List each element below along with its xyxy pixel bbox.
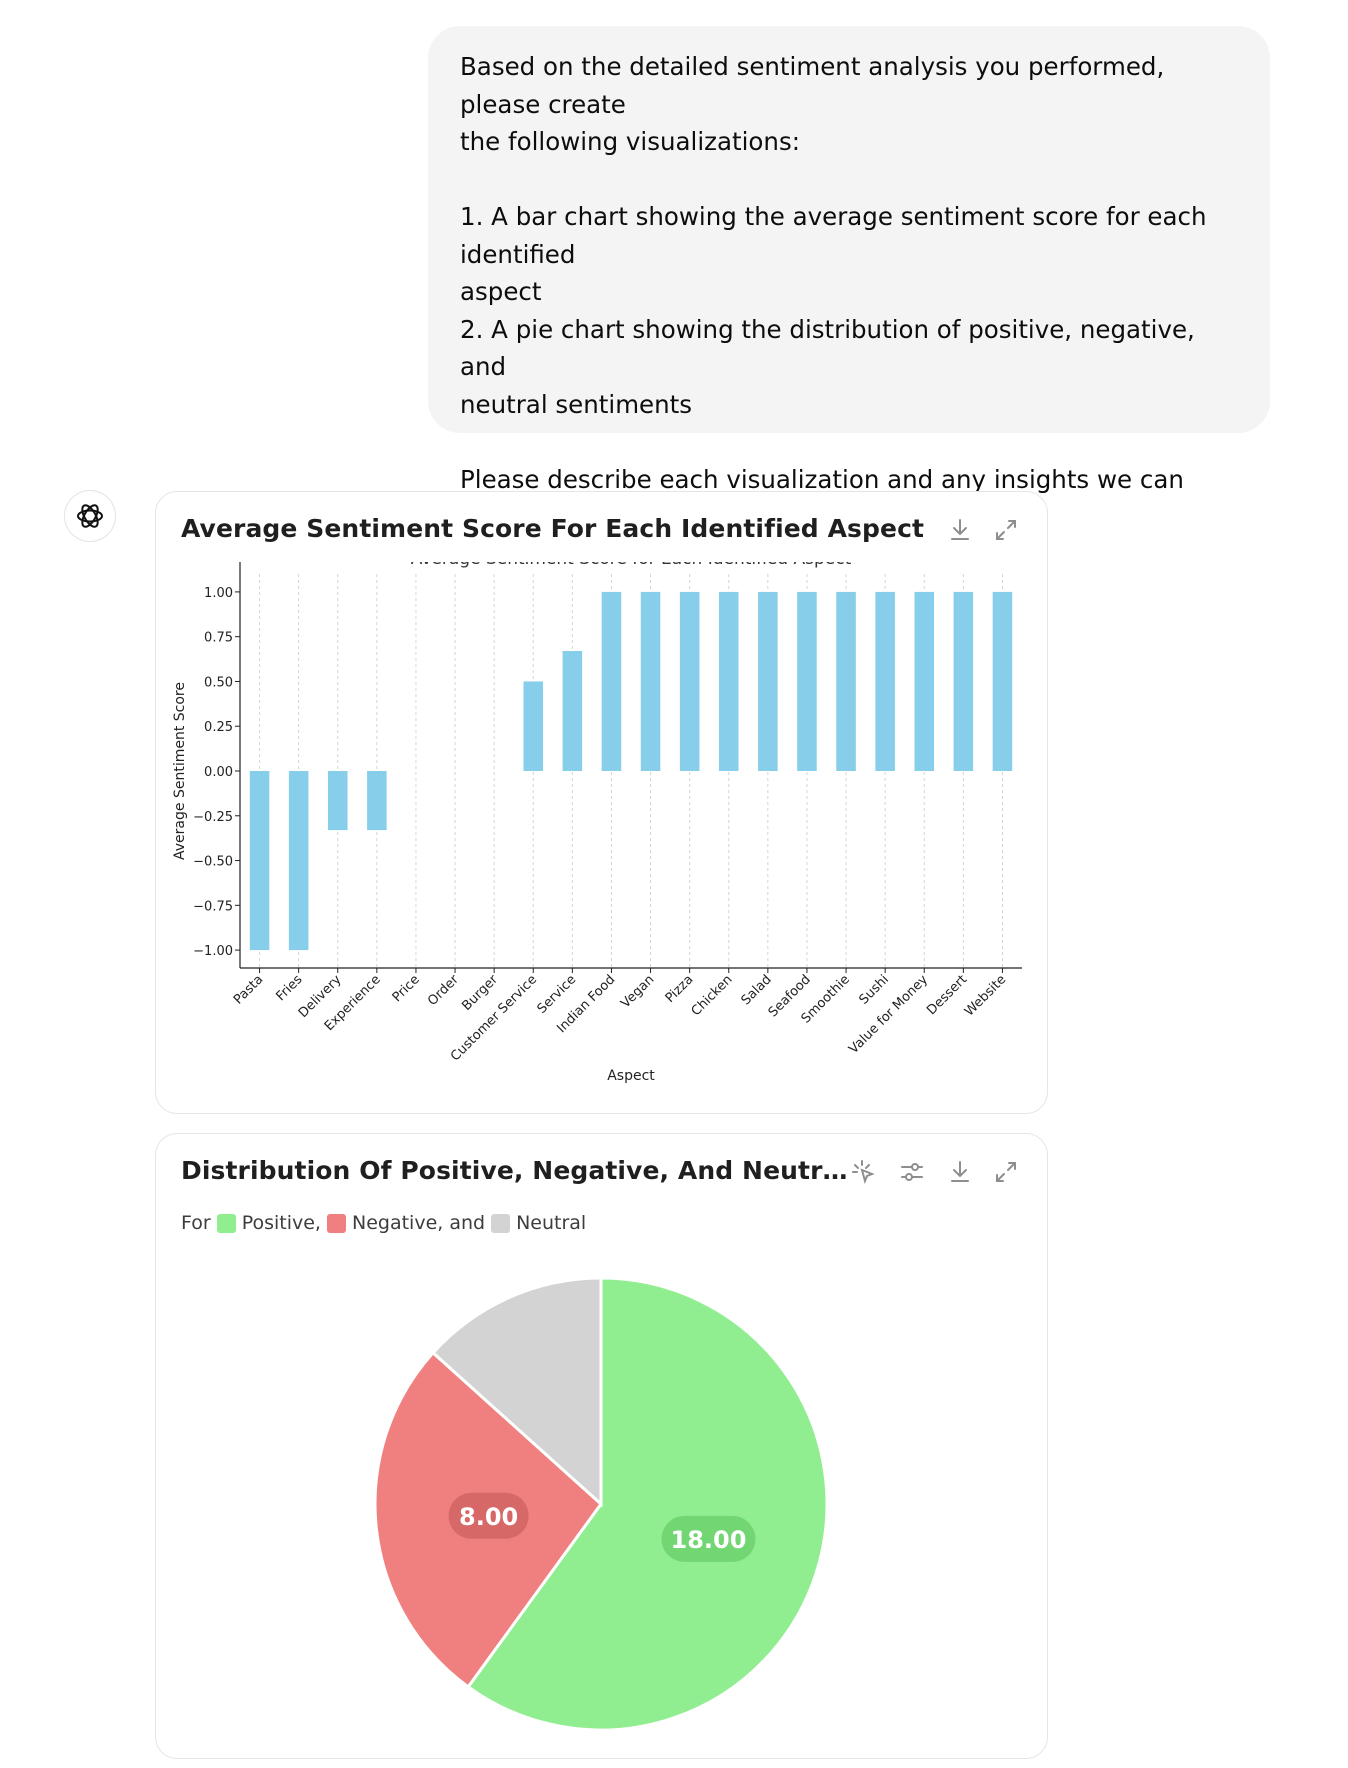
expand-icon[interactable] <box>992 516 1020 544</box>
assistant-avatar <box>64 490 116 542</box>
x-tick-label: Fries <box>273 972 305 1004</box>
pie-slice-positive <box>466 1276 829 1732</box>
y-tick-label: −1.00 <box>193 944 233 959</box>
sparkle-cursor-icon[interactable] <box>850 1158 878 1186</box>
user-message-bubble: Based on the detailed sentiment analysis… <box>428 26 1270 569</box>
x-tick-label: Website <box>962 972 1009 1019</box>
x-axis-label: Aspect <box>607 1068 655 1084</box>
bar-service <box>562 651 583 771</box>
bar-customer-service <box>523 681 544 771</box>
user-message-line: 2. A pie chart showing the distribution … <box>460 314 1195 382</box>
bar-indian-food <box>601 591 622 771</box>
bar-website <box>992 591 1013 771</box>
legend-swatch-negative <box>326 1213 346 1233</box>
pie-legend: For Positive, Negative, and Neutral <box>181 1212 586 1234</box>
x-tick-label: Vegan <box>618 972 657 1011</box>
pie-chart-card-title: Distribution Of Positive, Negative, And … <box>181 1156 851 1185</box>
bar-chart: Average Sentiment Score for Each Identif… <box>172 562 1022 1084</box>
x-tick-label: Price <box>390 972 423 1005</box>
pie-data-label: 8.00 <box>459 1503 518 1531</box>
bar-chicken <box>718 591 739 771</box>
bar-chart-card: Average Sentiment Score For Each Identif… <box>155 491 1048 1114</box>
sliders-icon[interactable] <box>898 1158 926 1186</box>
x-tick-label: Order <box>425 972 462 1009</box>
x-tick-label: Pasta <box>231 972 266 1007</box>
bar-sushi <box>875 591 895 771</box>
y-axis-label: Average Sentiment Score <box>172 682 188 860</box>
legend-label-negative: Negative, and <box>351 1212 486 1234</box>
bar-delivery <box>327 771 348 831</box>
bar-seafood <box>797 591 817 771</box>
user-message-line: aspect <box>460 277 542 306</box>
legend-prefix: For <box>181 1212 211 1234</box>
download-icon[interactable] <box>946 516 974 544</box>
y-tick-label: 0.75 <box>204 631 233 646</box>
x-tick-label: Sushi <box>857 972 892 1007</box>
y-tick-label: 0.00 <box>204 765 233 780</box>
legend-label-neutral: Neutral <box>516 1212 587 1234</box>
user-message-line: the following visualizations: <box>460 127 800 156</box>
pie-data-label-badge <box>448 1492 529 1539</box>
bar-salad <box>758 591 778 771</box>
bar-chart-card-title: Average Sentiment Score For Each Identif… <box>181 514 925 543</box>
x-tick-label: Pizza <box>663 972 697 1006</box>
legend-label-positive: Positive, <box>241 1212 321 1234</box>
pie-chart: 18.00 8.00 <box>373 1276 829 1732</box>
legend-swatch-neutral <box>491 1213 511 1233</box>
y-tick-label: 0.50 <box>204 675 233 690</box>
pie-data-label-badge <box>661 1515 756 1562</box>
bar-value-for-money <box>914 591 935 771</box>
openai-logo-icon <box>77 504 103 528</box>
legend-swatch-positive <box>216 1213 236 1233</box>
y-tick-label: −0.75 <box>193 899 233 914</box>
y-tick-label: −0.25 <box>193 810 233 825</box>
pie-slice-negative <box>373 1350 604 1689</box>
bar-pasta <box>249 771 270 951</box>
user-message-line: neutral sentiments <box>460 389 693 419</box>
y-tick-label: 0.25 <box>204 720 233 735</box>
bar-chart-title: Average Sentiment Score for Each Identif… <box>411 562 852 569</box>
y-tick-label: 1.00 <box>204 586 233 601</box>
bar-experience <box>367 771 387 831</box>
pie-data-label: 18.00 <box>671 1526 747 1554</box>
bar-smoothie <box>836 591 856 771</box>
pie-chart-card: Distribution Of Positive, Negative, And … <box>155 1133 1048 1759</box>
user-message-line: 1. A bar chart showing the average senti… <box>460 202 1207 269</box>
bar-vegan <box>640 591 661 771</box>
pie-slice-neutral <box>430 1276 603 1508</box>
user-message-line: Based on the detailed sentiment analysis… <box>460 52 1165 119</box>
x-tick-label: Salad <box>739 972 775 1008</box>
bar-dessert <box>953 591 974 771</box>
bar-pizza <box>679 591 700 771</box>
bar-fries <box>288 771 309 951</box>
x-tick-label: Chicken <box>689 972 736 1019</box>
y-tick-label: −0.50 <box>193 855 233 870</box>
expand-icon[interactable] <box>992 1158 1020 1186</box>
download-icon[interactable] <box>946 1158 974 1186</box>
